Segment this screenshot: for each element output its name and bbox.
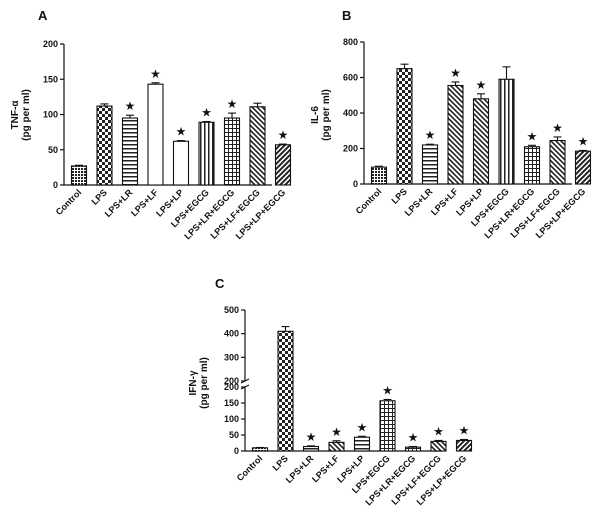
bar-lps-egcg	[198, 121, 215, 186]
significance-star: ★	[201, 106, 212, 120]
bar-lps-lr	[121, 117, 139, 186]
y-axis-title: IFN-γ(pg per ml)	[188, 357, 210, 409]
bar-lps	[396, 68, 413, 185]
y-tick-label: 300	[224, 352, 239, 362]
bar-lps-lp	[472, 98, 490, 185]
bar-lps-lr	[421, 144, 439, 185]
category-label: LPS+LR	[103, 187, 135, 219]
y-tick-label: 0	[53, 180, 58, 190]
significance-star: ★	[150, 67, 161, 81]
y-tick-label: 200	[343, 144, 358, 154]
y-axis-title: TNF-α(pg per ml)	[10, 89, 32, 141]
bar-lps-lp-egcg	[274, 144, 292, 186]
category-label: LPS	[89, 187, 108, 206]
panel-letter: A	[38, 8, 48, 23]
y-axis-unit: (pg per ml)	[321, 89, 332, 141]
significance-star: ★	[459, 423, 470, 437]
bar-lps-lp-egcg	[574, 150, 592, 185]
category-label: Control	[235, 453, 265, 483]
y-axis-label: TNF-α	[10, 100, 21, 130]
bar-lps-lp	[172, 140, 190, 186]
bar-lps-lf-egcg	[430, 440, 447, 452]
significance-star: ★	[227, 97, 238, 111]
category-label: Control	[354, 186, 384, 216]
significance-star: ★	[278, 128, 289, 142]
y-tick-label: 100	[43, 110, 58, 120]
bar-control	[370, 166, 388, 185]
significance-star: ★	[331, 425, 342, 439]
y-axis-title: IL-6(pg per ml)	[310, 89, 332, 141]
y-tick-label: 600	[343, 73, 358, 83]
bar-lps-lf-egcg	[549, 139, 566, 185]
significance-star: ★	[176, 125, 187, 139]
y-tick-label: 150	[224, 398, 239, 408]
significance-star: ★	[125, 99, 136, 113]
significance-star: ★	[450, 66, 461, 80]
significance-star: ★	[382, 383, 393, 397]
y-axis-label: IL-6	[310, 106, 321, 124]
significance-star: ★	[552, 121, 563, 135]
category-label: LPS	[270, 453, 289, 472]
y-tick-label: 0	[234, 446, 239, 456]
bar-lps-lp-egcg	[455, 439, 473, 452]
bar-lps-lf	[328, 441, 345, 452]
category-label: LPS	[389, 186, 408, 205]
significance-star: ★	[357, 420, 368, 434]
axis-break-mark	[240, 378, 250, 384]
significance-star: ★	[527, 129, 538, 143]
bar-lps-lr-egcg	[523, 146, 541, 185]
significance-star: ★	[306, 430, 317, 444]
y-tick-label: 400	[343, 108, 358, 118]
bar-lps-lr	[302, 445, 320, 452]
y-tick-label: 500	[224, 305, 239, 315]
y-tick-label: 400	[224, 329, 239, 339]
category-label: Control	[54, 187, 84, 217]
bar-control	[251, 447, 269, 452]
panel-letter: C	[215, 276, 225, 291]
y-tick-label: 50	[48, 145, 58, 155]
panel-letter: B	[342, 8, 351, 23]
chart-panel-a: A TNF-α(pg per ml) 0 50 100 150 200 Control LPS ★…	[10, 8, 292, 241]
bar-lps	[96, 105, 113, 186]
bar-lps-egcg	[498, 78, 515, 185]
y-tick-label: 800	[343, 37, 358, 47]
category-label: LPS+LR	[284, 453, 316, 485]
category-label: LPS+LR	[403, 186, 435, 218]
y-axis-label: IFN-γ	[188, 370, 199, 395]
significance-star: ★	[408, 431, 419, 445]
bar-lps-lf-egcg	[249, 106, 266, 186]
bar-lps-lr-egcg	[404, 446, 422, 452]
bar-lps	[277, 330, 294, 452]
axis-break-mark	[240, 384, 250, 390]
y-tick-label: 150	[43, 74, 58, 84]
significance-star: ★	[425, 128, 436, 142]
y-tick-label: 100	[224, 414, 239, 424]
y-tick-label: 0	[353, 179, 358, 189]
y-tick-label: 200	[43, 39, 58, 49]
y-axis-unit: (pg per ml)	[199, 357, 210, 409]
bar-lps-egcg	[379, 400, 396, 452]
bar-lps-lf	[147, 83, 164, 186]
bar-lps-lp	[353, 436, 371, 452]
significance-star: ★	[476, 78, 487, 92]
y-axis-unit: (pg per ml)	[21, 89, 32, 141]
y-tick-label: 200	[224, 376, 239, 386]
bar-control	[70, 165, 88, 186]
significance-star: ★	[578, 134, 589, 148]
y-tick-label: 50	[229, 430, 239, 440]
chart-panel-b: B IL-6(pg per ml) 0 200 400 600 800 Control LPS ★…	[310, 8, 592, 240]
bar-lps-lf	[447, 84, 464, 185]
significance-star: ★	[433, 424, 444, 438]
bar-lps-lr-egcg	[223, 117, 241, 186]
y-tick-label: 200	[224, 382, 239, 392]
